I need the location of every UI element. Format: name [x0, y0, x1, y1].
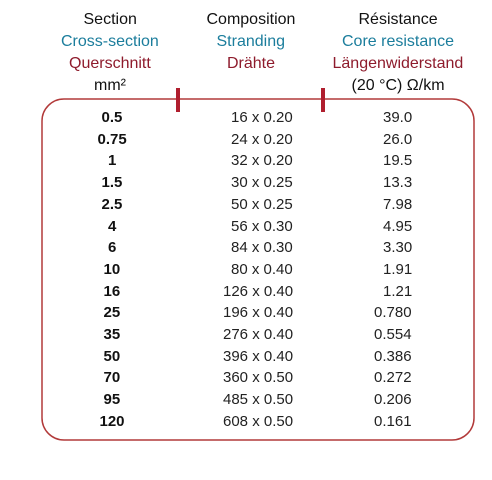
table-cell: 0.554: [374, 326, 412, 343]
table-cell: 1: [108, 152, 117, 170]
header-text: Section: [83, 11, 137, 28]
table-cell: 16 x 0.20: [231, 109, 293, 126]
table-cell: 1.5: [101, 174, 123, 192]
table-cell: 0.5: [101, 109, 123, 126]
table-cell: 0.386: [374, 347, 412, 365]
table-cell: 26.0: [383, 130, 413, 148]
header-text: Composition: [206, 11, 296, 28]
header-text: Cross-section: [61, 33, 159, 50]
table-cell: 24 x 0.20: [231, 130, 293, 148]
table-cell: 276 x 0.40: [223, 326, 294, 343]
table-cell: 0.161: [374, 412, 412, 430]
header-text: Stranding: [216, 33, 286, 50]
table-cell: 1.21: [383, 282, 413, 300]
table-cell: 35: [103, 326, 121, 343]
header-text: Résistance: [358, 11, 438, 28]
table-cell: 360 x 0.50: [223, 369, 294, 387]
table-cell: 95: [103, 391, 121, 409]
table-cell: 2.5: [101, 195, 123, 213]
table-cell: 50: [103, 347, 121, 365]
table-cell: 4.95: [383, 217, 413, 235]
table-cell: 7.98: [383, 195, 413, 213]
table-cell: 70: [103, 369, 121, 387]
table-cell: 0.780: [374, 304, 412, 322]
table-cell: 0.272: [374, 369, 412, 387]
table-cell: 0.206: [374, 391, 412, 409]
table-cell: 13.3: [383, 174, 413, 192]
table-cell: 39.0: [383, 109, 413, 126]
table-cell: 3.30: [383, 239, 413, 257]
table-cell: 19.5: [383, 152, 413, 170]
header-text: Längenwiderstand: [332, 55, 464, 72]
header-text: Drähte: [227, 55, 276, 72]
table-cell: 84 x 0.30: [231, 239, 293, 257]
table-cell: 485 x 0.50: [223, 391, 294, 409]
header-text: Core resistance: [342, 33, 455, 50]
table-cell: 396 x 0.40: [223, 347, 294, 365]
table-cell: 80 x 0.40: [231, 260, 293, 278]
table-cell: 10: [103, 260, 121, 278]
column-marker: [176, 88, 180, 112]
table-cell: 25: [103, 304, 121, 322]
table-cell: 0.75: [97, 130, 127, 148]
table-cell: 32 x 0.20: [231, 152, 293, 170]
table-cell: 1.91: [383, 260, 413, 278]
table-cell: 30 x 0.25: [231, 174, 293, 192]
table-cell: 120: [99, 412, 125, 430]
table-cell: 126 x 0.40: [223, 282, 294, 300]
header-text: Querschnitt: [69, 55, 151, 72]
table-cell: 16: [103, 282, 121, 300]
table-cell: 196 x 0.40: [223, 304, 294, 322]
table-cell: 6: [108, 239, 117, 257]
header-text: (20 °C) Ω/km: [351, 77, 445, 94]
header-text: mm²: [94, 77, 126, 94]
column-marker: [321, 88, 325, 112]
table-cell: 608 x 0.50: [223, 412, 294, 430]
table-border: [41, 98, 475, 441]
table-cell: 56 x 0.30: [231, 217, 293, 235]
table-cell: 50 x 0.25: [231, 195, 293, 213]
table-cell: 4: [108, 217, 117, 235]
